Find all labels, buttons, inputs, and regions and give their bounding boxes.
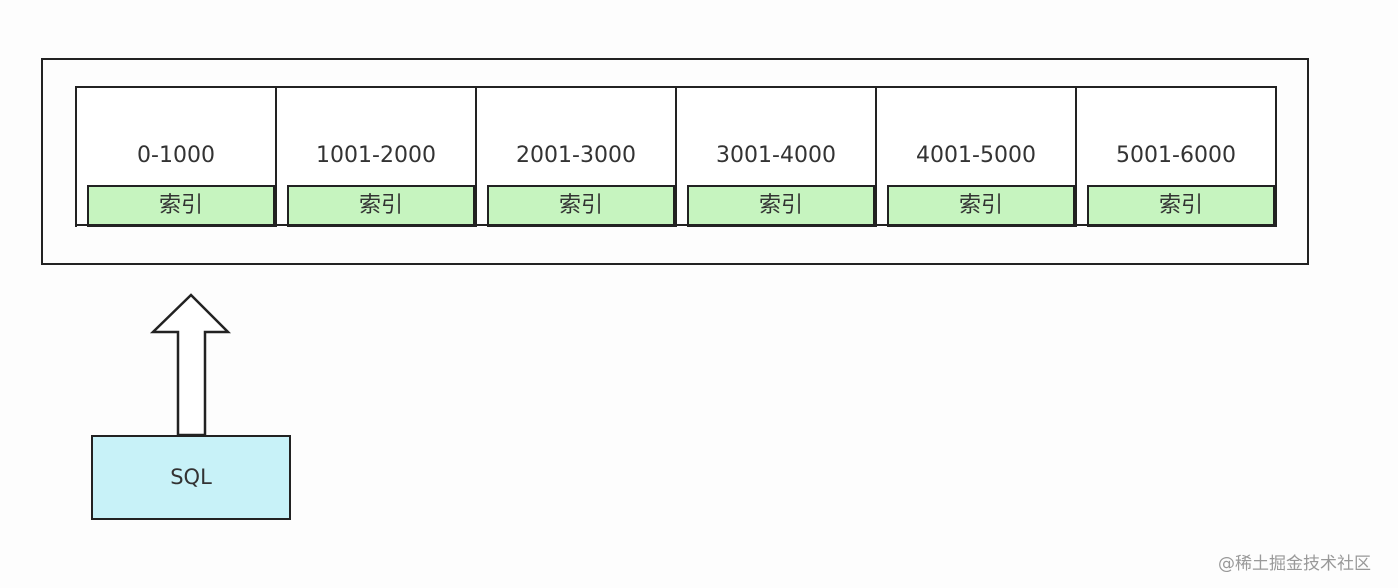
partition-range: 4001-5000	[916, 143, 1036, 168]
index-block: 索引	[1087, 185, 1275, 227]
partition: 4001-5000 索引	[875, 86, 1077, 227]
index-block: 索引	[87, 185, 275, 227]
partition: 2001-3000 索引	[475, 86, 677, 227]
partition-range: 0-1000	[137, 143, 215, 168]
index-block: 索引	[687, 185, 875, 227]
partition: 1001-2000 索引	[275, 86, 477, 227]
table-container	[41, 58, 1309, 265]
partition-range: 3001-4000	[716, 143, 836, 168]
index-block: 索引	[887, 185, 1075, 227]
partition: 3001-4000 索引	[675, 86, 877, 227]
index-block: 索引	[287, 185, 475, 227]
partition-range: 1001-2000	[316, 143, 436, 168]
partition-range: 2001-3000	[516, 143, 636, 168]
partition-baseline	[75, 224, 1277, 226]
sql-box: SQL	[91, 435, 291, 520]
partition-range: 5001-6000	[1116, 143, 1236, 168]
partition: 5001-6000 索引	[1075, 86, 1277, 227]
watermark: @稀土掘金技术社区	[1218, 554, 1371, 574]
index-block: 索引	[487, 185, 675, 227]
partition: 0-1000 索引	[75, 86, 277, 227]
